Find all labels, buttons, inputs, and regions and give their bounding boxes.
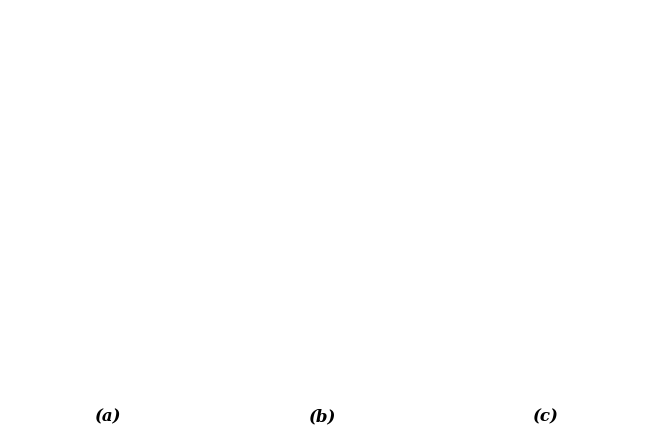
Text: (b): (b): [309, 408, 336, 424]
Text: (a): (a): [95, 408, 121, 424]
Text: (c): (c): [533, 408, 559, 424]
